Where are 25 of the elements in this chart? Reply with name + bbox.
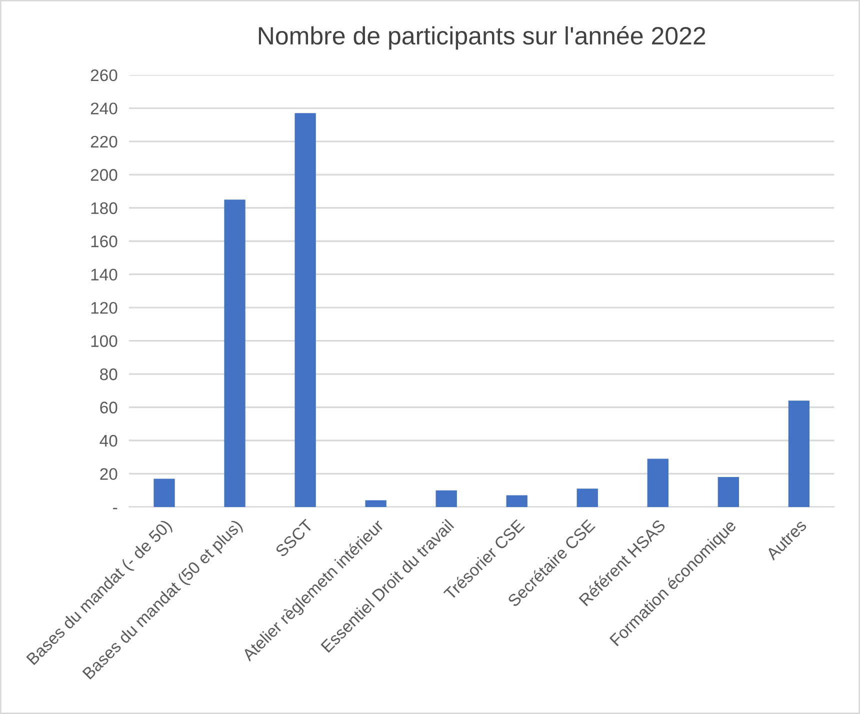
y-tick-label: 160 <box>91 236 118 248</box>
y-tick-label: 200 <box>90 169 118 181</box>
bar <box>788 400 810 507</box>
bar <box>718 477 739 507</box>
y-tick-label: 60 <box>100 402 118 414</box>
bar <box>506 495 528 507</box>
bar <box>365 500 386 507</box>
y-tick-label: 260 <box>90 69 118 82</box>
bar <box>224 200 246 507</box>
y-tick-label: 120 <box>91 302 118 314</box>
y-tick-label: 220 <box>90 136 118 148</box>
y-tick-label: - <box>113 508 118 510</box>
y-tick-label: 80 <box>100 368 118 380</box>
bar <box>154 478 175 507</box>
y-tick-label: 40 <box>100 434 118 447</box>
bar <box>647 458 668 507</box>
y-tick-label: 180 <box>91 202 118 214</box>
y-tick-label: 20 <box>100 468 118 480</box>
chart-title: Nombre de participants sur l'année 2022 <box>258 26 706 50</box>
y-tick-label: 100 <box>91 335 118 347</box>
bar <box>576 488 598 507</box>
bar <box>436 490 457 507</box>
bar <box>294 113 316 507</box>
y-tick-label: 240 <box>90 102 118 114</box>
y-tick-label: 140 <box>91 268 118 281</box>
